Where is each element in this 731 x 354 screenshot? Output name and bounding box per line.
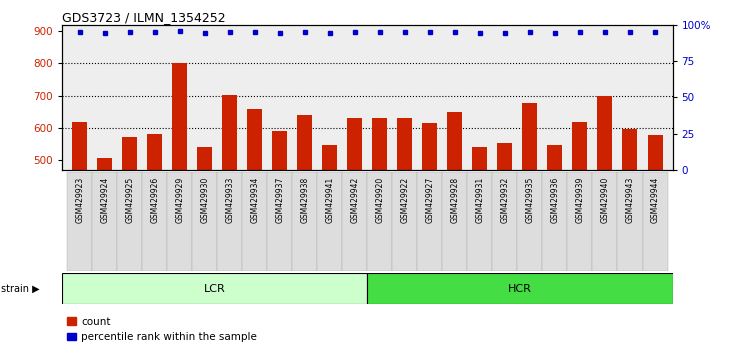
Bar xyxy=(367,172,393,271)
Text: GSM429920: GSM429920 xyxy=(375,177,385,223)
Bar xyxy=(472,147,488,170)
Bar xyxy=(117,172,143,271)
Bar xyxy=(268,172,292,271)
Text: HCR: HCR xyxy=(508,284,532,293)
Bar xyxy=(197,147,212,170)
Text: GSM429935: GSM429935 xyxy=(526,177,534,223)
Bar xyxy=(97,158,112,170)
Text: GSM429930: GSM429930 xyxy=(200,177,209,223)
Bar xyxy=(467,172,493,271)
Legend: count, percentile rank within the sample: count, percentile rank within the sample xyxy=(67,317,257,342)
Bar xyxy=(67,172,92,271)
Bar xyxy=(523,103,537,170)
Bar xyxy=(242,172,268,271)
Text: GSM429933: GSM429933 xyxy=(225,177,234,223)
Bar xyxy=(592,172,618,271)
Text: GSM429943: GSM429943 xyxy=(626,177,635,223)
Bar xyxy=(447,112,463,170)
Bar xyxy=(518,172,542,271)
Bar xyxy=(147,135,162,170)
Bar xyxy=(442,172,467,271)
Text: GSM429934: GSM429934 xyxy=(250,177,260,223)
Bar xyxy=(493,172,518,271)
Text: GSM429942: GSM429942 xyxy=(350,177,360,223)
Text: GSM429925: GSM429925 xyxy=(125,177,135,223)
Bar xyxy=(322,145,337,170)
Bar xyxy=(423,123,437,170)
Bar xyxy=(217,172,242,271)
Bar xyxy=(597,96,613,170)
Text: GSM429937: GSM429937 xyxy=(276,177,284,223)
Bar xyxy=(372,118,387,170)
Text: GDS3723 / ILMN_1354252: GDS3723 / ILMN_1354252 xyxy=(62,11,226,24)
Text: GSM429924: GSM429924 xyxy=(100,177,109,223)
Bar xyxy=(618,172,643,271)
Bar xyxy=(122,137,137,170)
Bar xyxy=(92,172,117,271)
Text: strain ▶: strain ▶ xyxy=(1,284,40,293)
Bar xyxy=(298,115,312,170)
Bar xyxy=(62,273,367,304)
Bar xyxy=(222,95,238,170)
Bar xyxy=(643,172,667,271)
Bar xyxy=(648,135,662,170)
Text: GSM429929: GSM429929 xyxy=(175,177,184,223)
Bar xyxy=(367,273,673,304)
Text: GSM429941: GSM429941 xyxy=(325,177,334,223)
Bar xyxy=(623,129,637,170)
Bar xyxy=(417,172,442,271)
Text: GSM429944: GSM429944 xyxy=(651,177,659,223)
Text: GSM429940: GSM429940 xyxy=(600,177,610,223)
Bar xyxy=(347,118,363,170)
Bar xyxy=(192,172,217,271)
Bar xyxy=(542,172,567,271)
Text: GSM429932: GSM429932 xyxy=(501,177,510,223)
Bar xyxy=(398,118,412,170)
Bar xyxy=(497,143,512,170)
Bar xyxy=(247,109,262,170)
Bar xyxy=(173,63,187,170)
Bar xyxy=(572,121,588,170)
Bar xyxy=(72,121,87,170)
Text: GSM429922: GSM429922 xyxy=(401,177,409,223)
Text: GSM429927: GSM429927 xyxy=(425,177,434,223)
Bar xyxy=(393,172,417,271)
Bar xyxy=(292,172,317,271)
Text: GSM429938: GSM429938 xyxy=(300,177,309,223)
Bar xyxy=(143,172,167,271)
Text: LCR: LCR xyxy=(204,284,226,293)
Bar xyxy=(317,172,342,271)
Text: GSM429936: GSM429936 xyxy=(550,177,559,223)
Bar xyxy=(548,145,562,170)
Bar xyxy=(167,172,192,271)
Text: GSM429923: GSM429923 xyxy=(75,177,84,223)
Bar xyxy=(342,172,367,271)
Bar xyxy=(272,131,287,170)
Text: GSM429926: GSM429926 xyxy=(150,177,159,223)
Bar xyxy=(567,172,592,271)
Text: GSM429939: GSM429939 xyxy=(575,177,585,223)
Text: GSM429931: GSM429931 xyxy=(475,177,485,223)
Text: GSM429928: GSM429928 xyxy=(450,177,459,223)
